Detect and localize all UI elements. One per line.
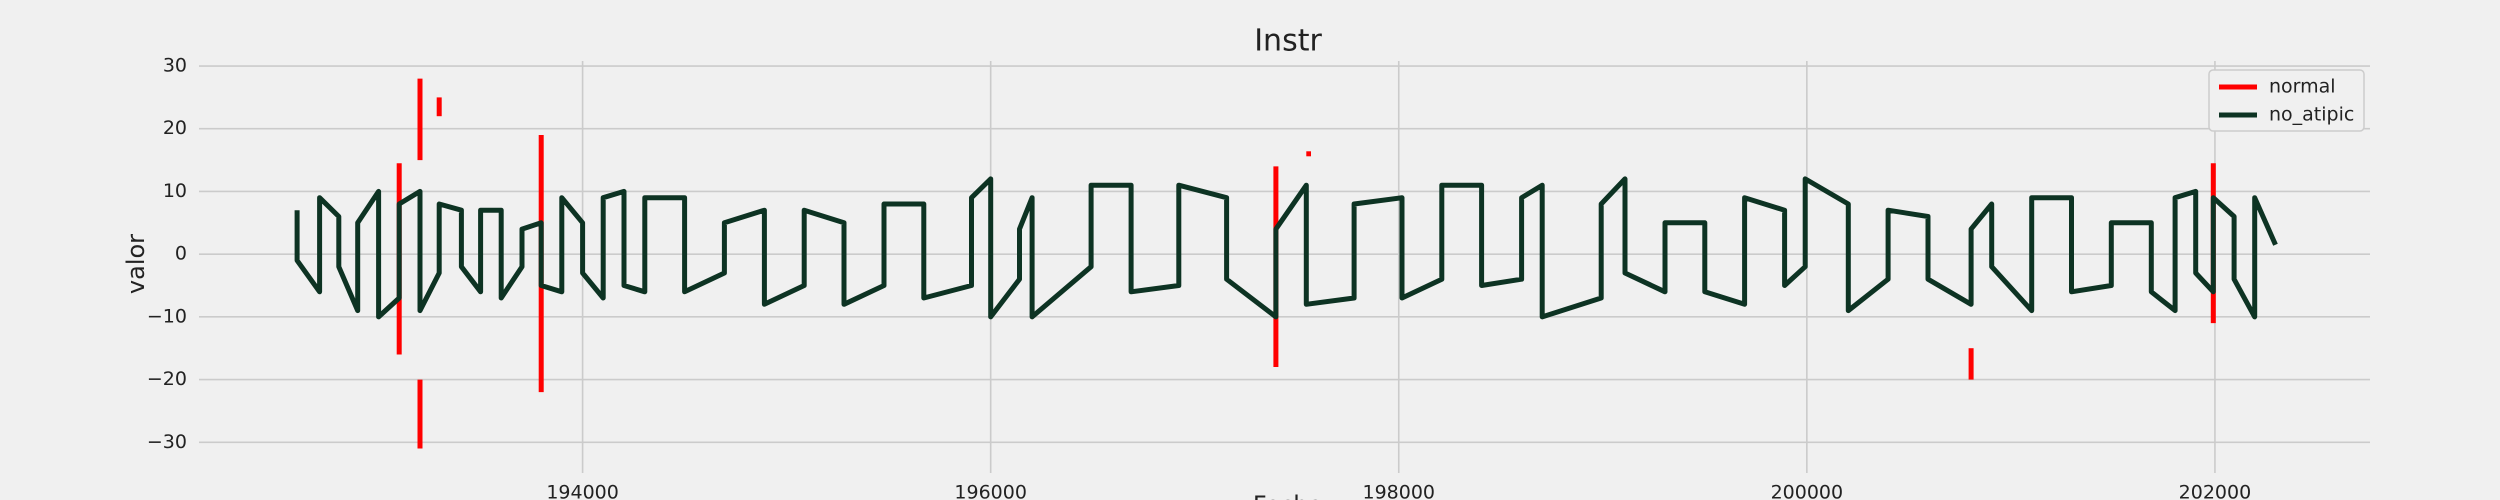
legend-label: normal xyxy=(2269,76,2336,98)
y-tick-label: −30 xyxy=(147,431,187,453)
y-tick-label: 20 xyxy=(163,117,187,139)
chart-title: Instr xyxy=(1254,24,1322,59)
x-tick-label: 196000 xyxy=(954,482,1027,500)
y-tick-label: −20 xyxy=(147,368,187,390)
x-tick-label: 200000 xyxy=(1771,482,1844,500)
legend-label: no_atipic xyxy=(2269,104,2354,126)
y-tick-label: −10 xyxy=(147,305,187,327)
y-tick-label: 10 xyxy=(163,180,187,202)
y-tick-label: 0 xyxy=(175,243,187,265)
x-tick-label: 198000 xyxy=(1362,482,1435,500)
x-axis-label: Fecha xyxy=(1253,491,1323,500)
legend: normal no_atipic xyxy=(2208,69,2365,132)
x-tick-label: 194000 xyxy=(546,482,619,500)
series-line xyxy=(294,176,2278,320)
y-tick-label: 30 xyxy=(163,55,187,77)
y-axis-label: valor xyxy=(122,234,150,294)
x-tick-label: 202000 xyxy=(2179,482,2252,500)
